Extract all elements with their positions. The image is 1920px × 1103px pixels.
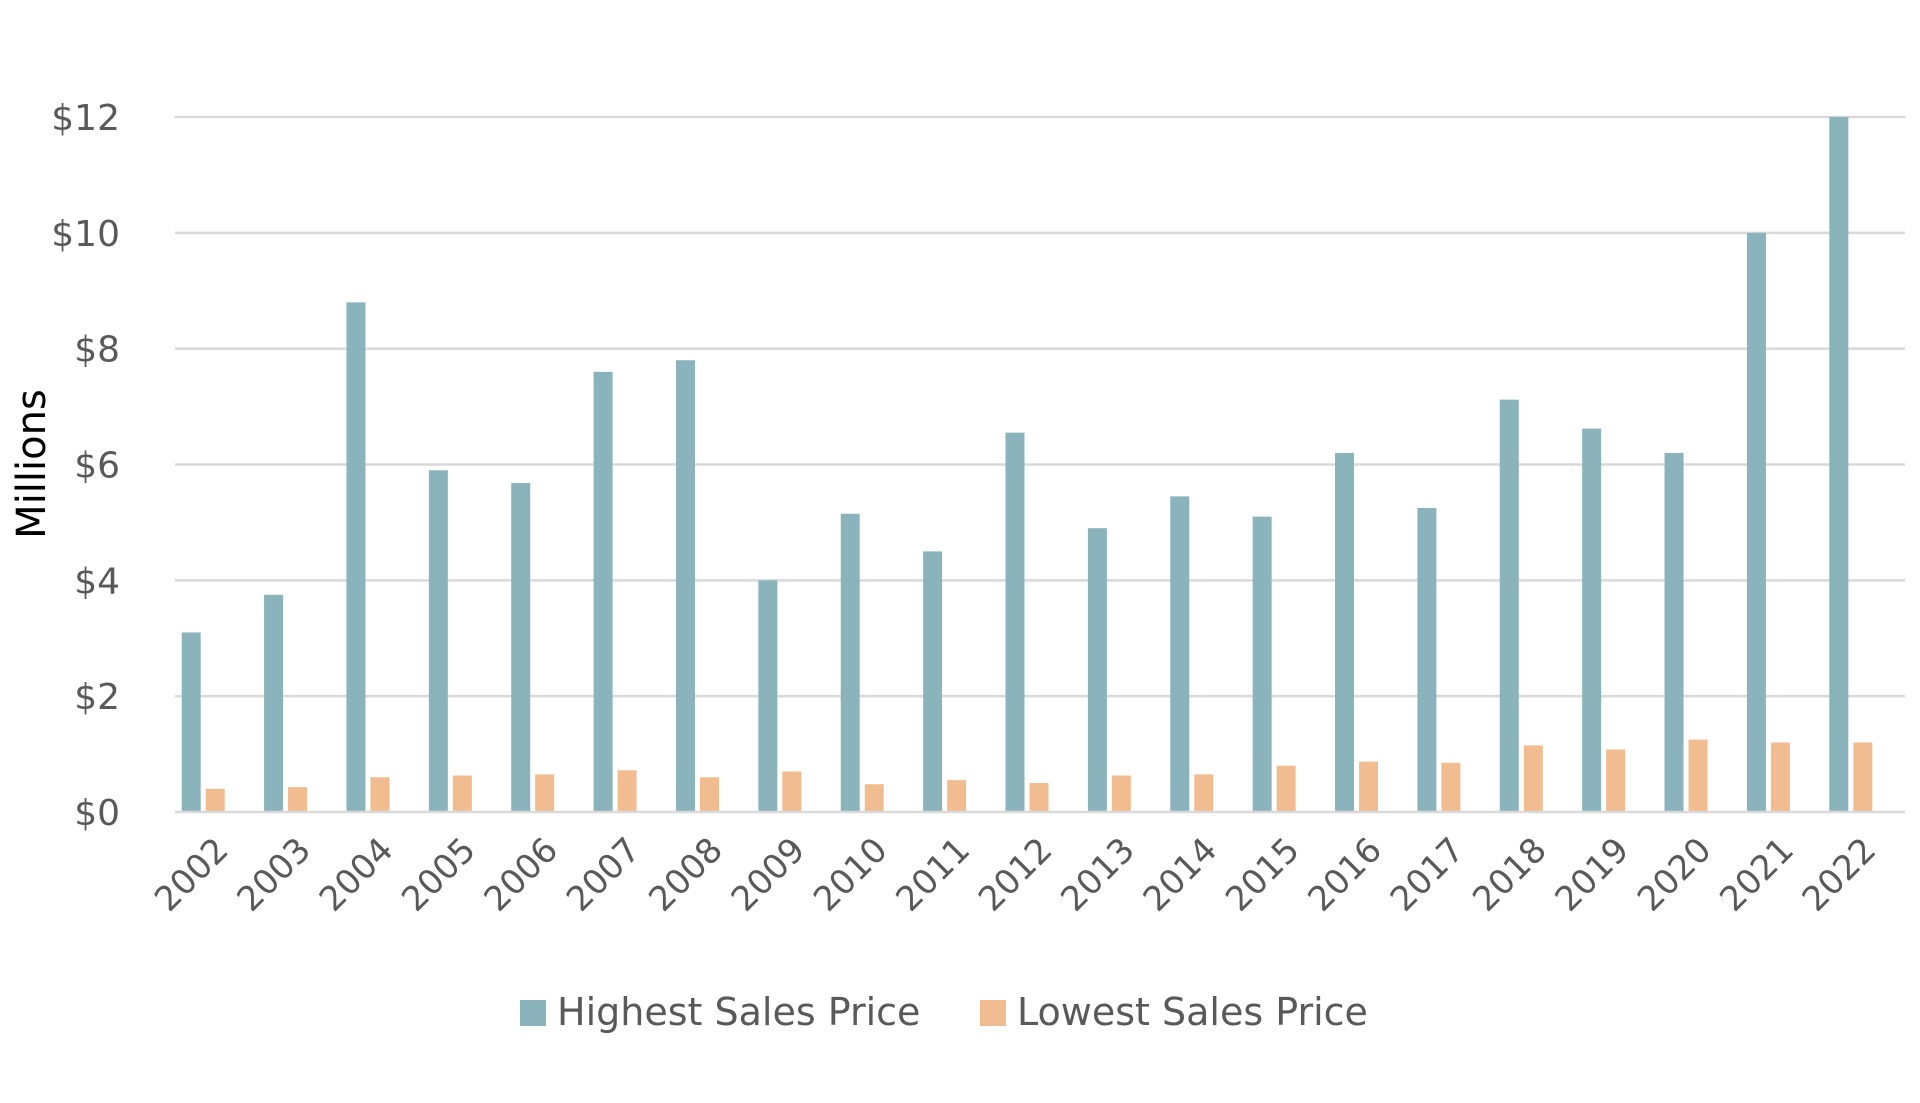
bar-highest-2006 xyxy=(511,483,531,812)
x-tick-label: 2014 xyxy=(1136,830,1225,919)
bar-lowest-2017 xyxy=(1441,762,1461,812)
bar-highest-2010 xyxy=(840,513,860,812)
bar-highest-2017 xyxy=(1417,507,1437,812)
y-tick-label: $10 xyxy=(51,214,120,255)
legend-swatch-lowest xyxy=(980,1000,1006,1026)
bar-lowest-2016 xyxy=(1359,761,1379,812)
bar-lowest-2004 xyxy=(370,777,390,812)
bar-lowest-2020 xyxy=(1688,739,1708,812)
bar-lowest-2008 xyxy=(699,777,719,812)
x-tick-label: 2020 xyxy=(1630,830,1719,919)
bar-highest-2009 xyxy=(758,580,778,812)
bar-highest-2019 xyxy=(1582,428,1602,812)
bar-lowest-2007 xyxy=(617,770,637,812)
x-tick-label: 2019 xyxy=(1548,830,1637,919)
bar-lowest-2003 xyxy=(288,787,308,812)
bar-highest-2021 xyxy=(1746,232,1766,813)
bar-lowest-2022 xyxy=(1853,742,1873,812)
bar-lowest-2018 xyxy=(1523,745,1543,812)
legend-label-highest: Highest Sales Price xyxy=(557,990,920,1034)
bar-highest-2002 xyxy=(181,632,201,812)
y-tick-label: $6 xyxy=(74,446,120,487)
y-axis-title: Millions xyxy=(9,389,55,539)
bar-highest-2005 xyxy=(428,470,448,812)
x-tick-label: 2003 xyxy=(229,830,318,919)
bar-highest-2012 xyxy=(1005,432,1025,812)
bar-highest-2016 xyxy=(1335,452,1355,812)
x-tick-label: 2010 xyxy=(806,830,895,919)
y-tick-label: $8 xyxy=(74,330,120,371)
bar-highest-2011 xyxy=(923,551,943,812)
bar-lowest-2013 xyxy=(1111,775,1131,812)
bar-lowest-2009 xyxy=(782,771,802,812)
bar-lowest-2012 xyxy=(1029,783,1049,812)
bar-highest-2003 xyxy=(264,594,284,812)
bar-highest-2015 xyxy=(1252,516,1272,812)
bar-lowest-2021 xyxy=(1770,742,1790,812)
legend: Highest Sales Price Lowest Sales Price xyxy=(520,990,1368,1034)
x-tick-label: 2005 xyxy=(394,830,483,919)
bar-lowest-2015 xyxy=(1276,765,1296,812)
x-tick-label: 2012 xyxy=(971,830,1060,919)
bar-highest-2018 xyxy=(1499,399,1519,812)
bar-highest-2020 xyxy=(1664,452,1684,812)
bar-lowest-2006 xyxy=(535,774,555,812)
x-tick-label: 2008 xyxy=(641,830,730,919)
bar-lowest-2019 xyxy=(1606,749,1626,812)
bar-highest-2007 xyxy=(593,371,613,812)
x-tick-label: 2004 xyxy=(312,830,401,919)
x-axis-ticks: 2002200320042005200620072008200920102011… xyxy=(147,830,1884,919)
y-tick-label: $2 xyxy=(74,677,120,718)
x-tick-label: 2006 xyxy=(477,830,566,919)
bar-highest-2008 xyxy=(675,360,695,812)
x-tick-label: 2017 xyxy=(1383,830,1472,919)
y-tick-label: $0 xyxy=(74,793,120,834)
bar-highest-2014 xyxy=(1170,496,1190,812)
legend-swatch-highest xyxy=(520,1000,546,1026)
x-tick-label: 2002 xyxy=(147,830,236,919)
x-tick-label: 2018 xyxy=(1465,830,1554,919)
x-tick-label: 2013 xyxy=(1053,830,1142,919)
legend-label-lowest: Lowest Sales Price xyxy=(1017,990,1368,1034)
bar-highest-2004 xyxy=(346,302,366,812)
x-tick-label: 2015 xyxy=(1218,830,1307,919)
bars xyxy=(181,117,1873,813)
y-axis-ticks: $0 $2 $4 $6 $8 $10 $12 xyxy=(51,98,120,834)
x-tick-label: 2016 xyxy=(1300,830,1389,919)
bar-highest-2013 xyxy=(1087,528,1107,812)
x-tick-label: 2022 xyxy=(1795,830,1884,919)
x-tick-label: 2009 xyxy=(724,830,813,919)
x-tick-label: 2007 xyxy=(559,830,648,919)
x-tick-label: 2011 xyxy=(889,830,978,919)
y-tick-label: $12 xyxy=(51,98,120,139)
y-tick-label: $4 xyxy=(74,561,120,602)
gridlines xyxy=(175,115,1905,698)
bar-lowest-2014 xyxy=(1194,774,1214,812)
bar-lowest-2011 xyxy=(947,780,967,812)
bar-lowest-2005 xyxy=(452,775,472,812)
bar-lowest-2010 xyxy=(864,784,884,812)
bar-highest-2022 xyxy=(1829,117,1849,812)
bar-lowest-2002 xyxy=(205,788,225,812)
x-tick-label: 2021 xyxy=(1712,830,1801,919)
